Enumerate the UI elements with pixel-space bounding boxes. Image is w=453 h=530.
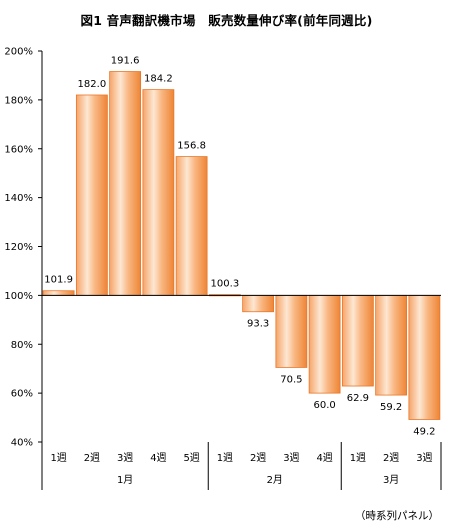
data-label: 62.9: [347, 393, 369, 404]
y-tick-label: 120%: [4, 242, 33, 253]
data-labels: 101.9 182.0 191.6 184.2 156.8 100.3 93.3 70.5 60…: [44, 56, 435, 438]
category-label: 2週: [383, 452, 399, 464]
category-label: 3週: [283, 452, 299, 464]
category-label: 3週: [416, 452, 432, 464]
data-label: 49.2: [413, 427, 435, 438]
data-label: 93.3: [247, 319, 269, 330]
data-label: 59.2: [380, 402, 402, 413]
category-label: 3週: [117, 452, 133, 464]
bar: [408, 294, 441, 420]
bar: [175, 156, 208, 296]
source-note: （時系列パネル）: [355, 510, 439, 522]
bars: [42, 71, 441, 420]
y-tick-label: 160%: [4, 144, 33, 155]
y-tick-label: 180%: [4, 95, 33, 106]
data-label: 182.0: [78, 79, 107, 90]
category-label: 1週: [217, 452, 233, 464]
y-axis-ticks: 40% 60% 80% 100% 120% 140% 160% 180% 200%: [4, 47, 33, 449]
y-tick-label: 100%: [4, 291, 33, 302]
chart-title: 図1 音声翻訳機市場 販売数量伸び率(前年同週比): [80, 13, 373, 28]
bar: [109, 71, 142, 296]
data-label: 101.9: [44, 275, 73, 286]
bar: [275, 294, 308, 368]
bar: [242, 294, 275, 313]
month-label: 3月: [383, 474, 399, 486]
bar: [308, 294, 341, 394]
category-label: 1週: [350, 452, 366, 464]
bar: [42, 290, 75, 296]
y-tick-label: 60%: [11, 389, 33, 400]
category-label: 2週: [250, 452, 266, 464]
data-label: 60.0: [313, 400, 335, 411]
data-label: 184.2: [144, 74, 173, 85]
bar: [375, 294, 408, 396]
data-label: 191.6: [111, 56, 140, 67]
axes: [38, 50, 441, 443]
category-label: 4週: [150, 452, 166, 464]
category-label: 4週: [316, 452, 332, 464]
data-label: 156.8: [177, 141, 206, 152]
data-label: 100.3: [211, 279, 240, 290]
category-label: 5週: [183, 452, 199, 464]
x-axis-categories: 1月 1週 2週 3週 4週 5週 2月 1週 2週 3週 4週 3月 1週 2週 3週: [41, 442, 442, 490]
month-label: 2月: [267, 474, 283, 486]
y-tick-label: 200%: [4, 47, 33, 58]
bar: [75, 94, 108, 296]
bar: [142, 89, 175, 296]
y-tick-label: 40%: [11, 438, 33, 449]
data-label: 70.5: [280, 374, 302, 385]
category-label: 1週: [50, 452, 66, 464]
y-tick-label: 140%: [4, 193, 33, 204]
category-label: 2週: [84, 452, 100, 464]
y-tick-label: 80%: [11, 340, 33, 351]
month-label: 1月: [117, 474, 133, 486]
bar: [341, 294, 374, 387]
